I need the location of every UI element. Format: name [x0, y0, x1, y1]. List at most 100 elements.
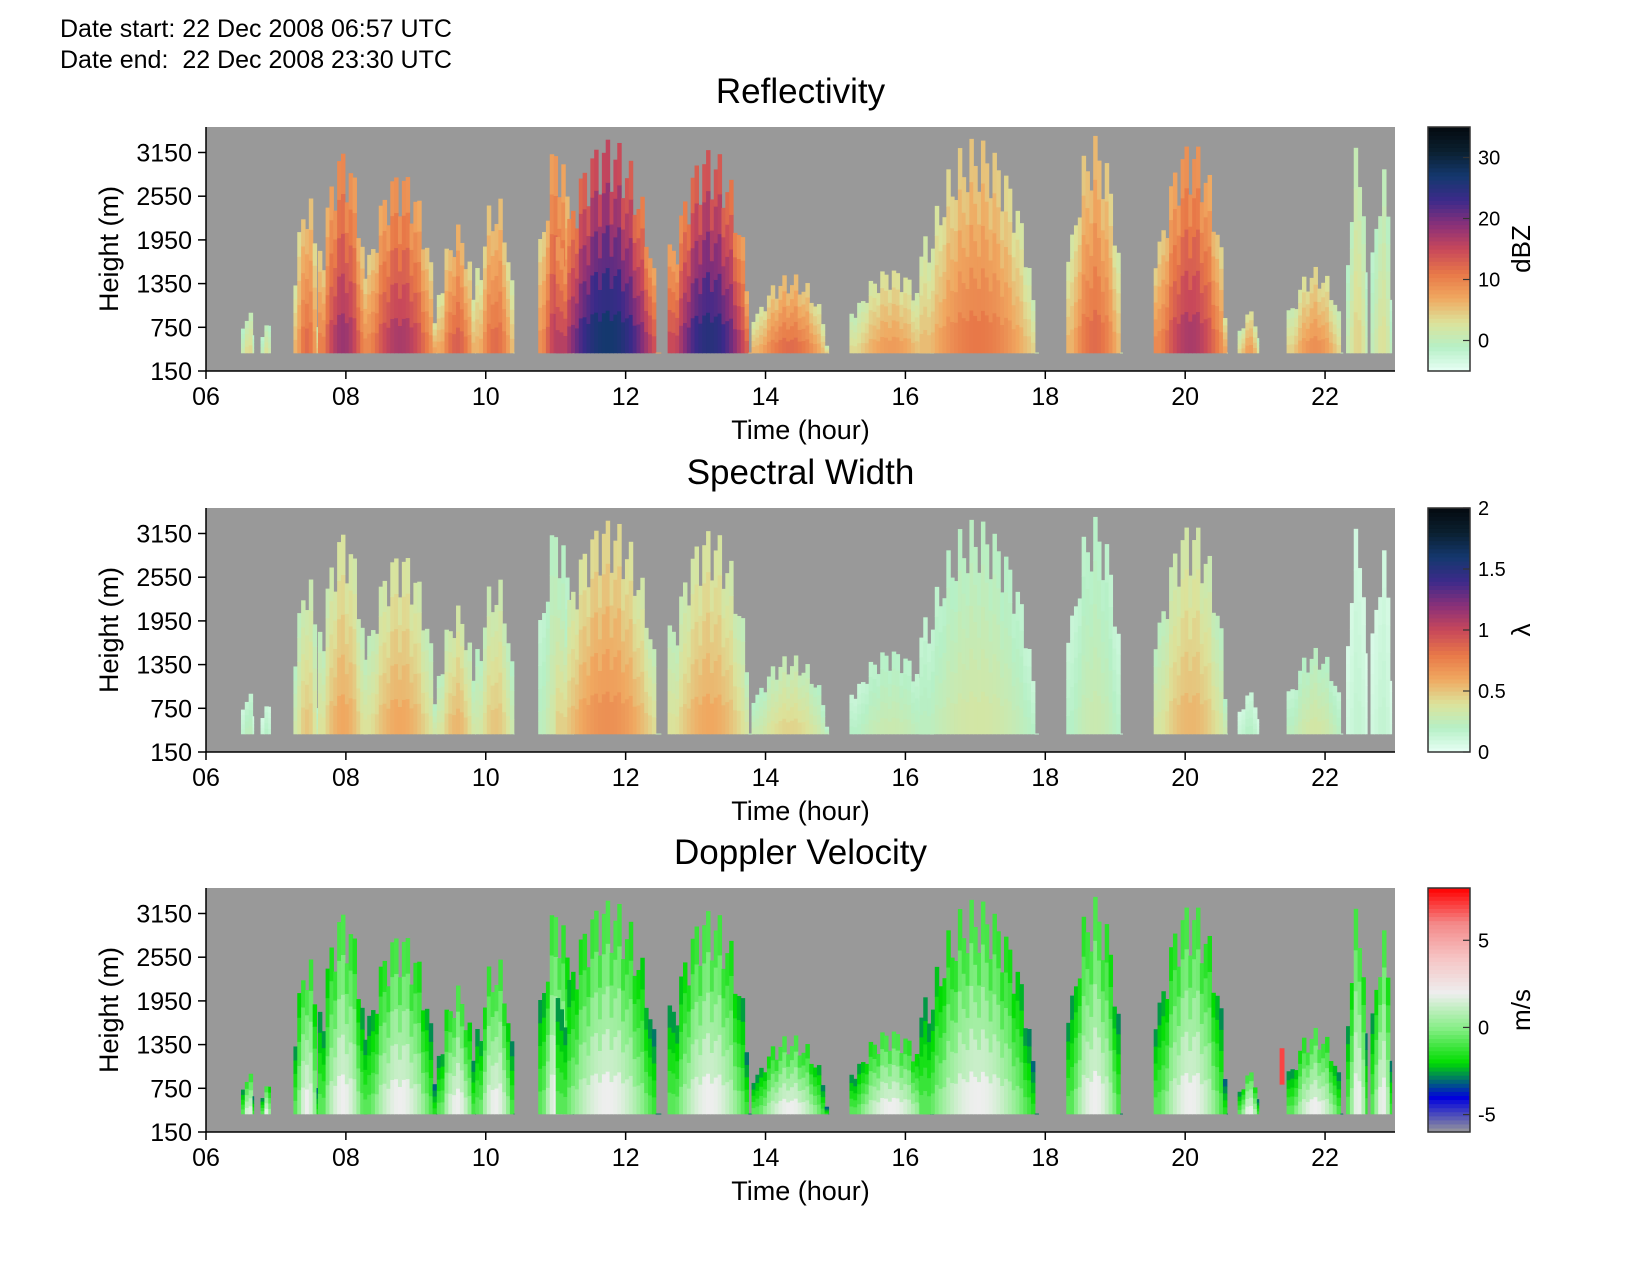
- spectral-width-colorbar-tick-label: 0.5: [1478, 681, 1506, 703]
- reflectivity-y-tick-label: 150: [150, 358, 192, 386]
- doppler-velocity-echo-cell: [1237, 1072, 1260, 1115]
- doppler-velocity-x-tick-label: 18: [1031, 1144, 1059, 1172]
- reflectivity-echo-cell: [751, 274, 830, 354]
- reflectivity-echo-cell: [849, 270, 934, 354]
- spectral-width-y-tick-label: 150: [150, 739, 192, 767]
- spectral-width-colorbar-tick-label: 1: [1478, 620, 1489, 642]
- reflectivity-y-tick-label: 750: [150, 314, 192, 342]
- spectral-width-echo-cell: [293, 579, 319, 735]
- doppler-velocity-x-tick-label: 08: [332, 1144, 360, 1172]
- doppler-velocity-echo-cell: [475, 959, 515, 1115]
- reflectivity-echo-cell: [436, 224, 476, 354]
- reflectivity-echo-cell: [1153, 146, 1228, 354]
- spectral-width-x-tick-label: 06: [192, 764, 220, 792]
- doppler-velocity-echo-cell: [240, 1073, 255, 1115]
- spectral-width-echo-cell: [475, 579, 515, 735]
- reflectivity-y-tick-label: 2550: [136, 183, 192, 211]
- date-end-value: 22 Dec 2008 23:30 UTC: [182, 46, 452, 74]
- doppler-velocity-colorbar-label: m/s: [1506, 989, 1536, 1031]
- date-start-line: Date start: 22 Dec 2008 06:57 UTC: [60, 14, 452, 44]
- spectral-width-echo-cell: [667, 531, 753, 735]
- doppler-velocity-echo-cell: [751, 1035, 830, 1115]
- spectral-width-echo-cell: [555, 520, 662, 735]
- spectral-width-x-tick-label: 16: [892, 764, 920, 792]
- reflectivity-echo-cell: [1346, 147, 1368, 354]
- spectral-width-echo-cell: [1237, 692, 1260, 735]
- date-end-line: Date end: 22 Dec 2008 23:30 UTC: [60, 45, 452, 75]
- doppler-velocity-x-tick-label: 22: [1311, 1144, 1339, 1172]
- spectral-width-echo-cell: [260, 706, 271, 735]
- reflectivity-x-tick-label: 08: [332, 383, 360, 411]
- reflectivity-echo-cell: [555, 139, 662, 354]
- spectral-width-x-tick-label: 12: [612, 764, 640, 792]
- spectral-width-colorbar: 0 0.5 1 1.5 2 λ: [1427, 498, 1536, 764]
- spectral-width-x-tick-label: 14: [752, 764, 780, 792]
- spectral-width-y-tick-label: 750: [150, 695, 192, 723]
- reflectivity-echo-cell: [363, 177, 438, 354]
- doppler-velocity-colorbar-tick-label: 0: [1478, 1017, 1489, 1039]
- doppler-velocity-echo-cell: [555, 900, 662, 1115]
- spectral-width-echo-cell: [436, 605, 476, 735]
- doppler-velocity-echo-cell: [1066, 896, 1123, 1115]
- date-start-value: 22 Dec 2008 06:57 UTC: [182, 15, 452, 43]
- reflectivity-colorbar: 0 10 20 30 dBZ: [1427, 126, 1536, 372]
- doppler-velocity-y-tick-label: 1350: [136, 1032, 192, 1060]
- spectral-width-echo-cell: [363, 558, 438, 735]
- reflectivity-echo-cell: [293, 198, 319, 354]
- reflectivity-echo-cell: [260, 325, 271, 354]
- spectral-width-y-tick-label: 3150: [136, 520, 192, 548]
- doppler-velocity-y-tick-label: 150: [150, 1119, 192, 1147]
- reflectivity-echo-cell: [317, 153, 368, 354]
- spectral-width-y-tick-label: 1950: [136, 608, 192, 636]
- reflectivity-echo-cell: [1370, 169, 1393, 354]
- reflectivity-echo-cell: [475, 198, 515, 354]
- doppler-velocity-echo-cell: [436, 985, 476, 1115]
- doppler-velocity-title: Doppler Velocity: [674, 833, 927, 872]
- reflectivity-title: Reflectivity: [716, 72, 886, 111]
- spectral-width-x-tick-label: 22: [1311, 764, 1339, 792]
- spectral-width-echo-cell: [1286, 647, 1344, 735]
- doppler-velocity-y-tick-label: 750: [150, 1075, 192, 1103]
- reflectivity-echo-cell: [667, 150, 753, 354]
- doppler-velocity-colorbar: -5 0 5 m/s: [1427, 887, 1536, 1133]
- reflectivity-x-tick-label: 12: [612, 383, 640, 411]
- reflectivity-colorbar-label: dBZ: [1506, 225, 1536, 273]
- doppler-velocity-x-tick-label: 06: [192, 1144, 220, 1172]
- reflectivity-y-label: Height (m): [94, 186, 124, 312]
- spectral-width-title: Spectral Width: [687, 453, 915, 492]
- reflectivity-echo-cell: [919, 138, 1039, 354]
- doppler-velocity-highlight-mark: [1279, 1048, 1285, 1085]
- spectral-width-echo-cell: [317, 534, 368, 735]
- reflectivity-x-tick-label: 06: [192, 383, 220, 411]
- doppler-velocity-x-label: Time (hour): [731, 1176, 870, 1206]
- reflectivity-colorbar-tick-label: 30: [1478, 148, 1500, 170]
- doppler-velocity-echo-cell: [1153, 907, 1228, 1115]
- spectral-width-echo-cell: [1066, 516, 1123, 735]
- doppler-velocity-x-tick-label: 14: [752, 1144, 780, 1172]
- spectral-width-y-label: Height (m): [94, 567, 124, 693]
- doppler-velocity-panel: Doppler Velocity 06 08 10 12 14 16 18 20 22 150 750…: [94, 833, 1536, 1206]
- doppler-velocity-y-tick-label: 3150: [136, 900, 192, 928]
- reflectivity-y-tick-label: 3150: [136, 139, 192, 167]
- doppler-velocity-echo-cell: [1346, 908, 1368, 1115]
- spectral-width-colorbar-tick-label: 2: [1478, 498, 1489, 520]
- doppler-velocity-echo-cell: [293, 959, 319, 1115]
- doppler-velocity-x-tick-label: 10: [472, 1144, 500, 1172]
- doppler-velocity-echo-cell: [919, 899, 1039, 1115]
- reflectivity-echo-cell: [1286, 266, 1344, 354]
- reflectivity-x-label: Time (hour): [731, 415, 870, 445]
- reflectivity-y-tick-label: 1350: [136, 271, 192, 299]
- doppler-velocity-colorbar-tick-label: 5: [1478, 930, 1489, 952]
- spectral-width-colorbar-tick-label: 0: [1478, 742, 1489, 764]
- reflectivity-x-tick-label: 18: [1031, 383, 1059, 411]
- reflectivity-x-tick-label: 22: [1311, 383, 1339, 411]
- spectral-width-x-tick-label: 18: [1031, 764, 1059, 792]
- spectral-width-echo-cell: [751, 655, 830, 735]
- reflectivity-x-tick-label: 16: [892, 383, 920, 411]
- spectral-width-echo-cell: [1370, 550, 1393, 735]
- reflectivity-echo-cell: [1237, 311, 1260, 354]
- spectral-width-echo-cell: [1153, 527, 1228, 735]
- reflectivity-colorbar-tick-label: 20: [1478, 209, 1500, 231]
